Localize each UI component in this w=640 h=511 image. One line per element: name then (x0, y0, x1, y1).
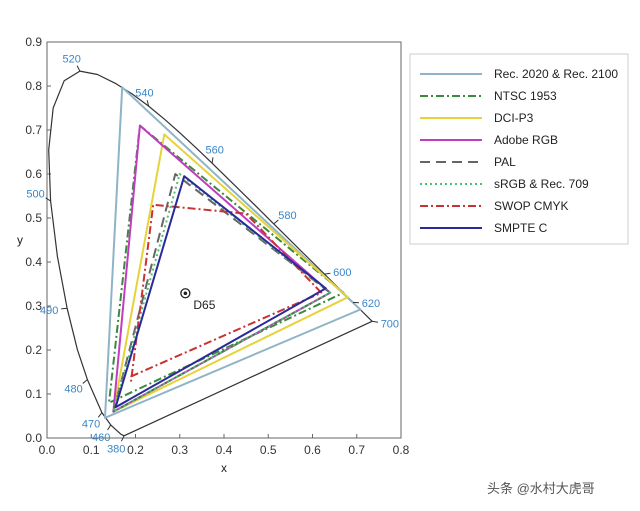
legend-entry: sRGB & Rec. 709 (494, 177, 589, 191)
wavelength-label: 460 (92, 432, 110, 444)
wavelength-tick (45, 197, 51, 202)
series-line-rec-2020-rec-2100 (104, 86, 362, 419)
x-tick-label: 0.0 (39, 443, 56, 457)
white-point-label: D65 (193, 298, 215, 312)
wavelength-tick (120, 435, 125, 442)
wavelength-tick (372, 320, 379, 323)
y-tick-label: 0.3 (25, 299, 42, 313)
x-tick-label: 0.4 (216, 443, 233, 457)
x-axis-label: x (221, 461, 227, 475)
wavelength-label: 700 (381, 318, 399, 330)
wavelength-label: 490 (40, 305, 58, 317)
series-line-pal (112, 173, 332, 413)
legend-entry: PAL (494, 155, 516, 169)
x-tick-label: 0.2 (127, 443, 144, 457)
legend-entry: SMPTE C (494, 221, 548, 235)
wavelength-label: 580 (278, 210, 296, 222)
axes: 0.0 0.1 0.2 0.3 0.4 0.5 0.6 0.7 0.8 0.0 0.1 0.2 0.3 0… (17, 35, 410, 475)
wavelength-label: 500 (26, 188, 44, 200)
wavelength-label: 540 (135, 87, 153, 99)
wavelength-tick (76, 65, 81, 72)
legend-entry: DCI-P3 (494, 111, 534, 125)
white-point: D65 (180, 288, 216, 312)
y-tick-label: 0.0 (25, 431, 42, 445)
wavelength-tick (324, 272, 331, 275)
legend-entry: SWOP CMYK (494, 199, 568, 213)
legend-box (409, 53, 629, 245)
gamut-series (104, 86, 362, 419)
wavelength-tick (211, 157, 214, 164)
y-tick-label: 0.6 (25, 167, 42, 181)
x-tick-label: 0.7 (348, 443, 365, 457)
y-tick-label: 0.7 (25, 123, 42, 137)
series-line-ntsc-1953 (108, 124, 345, 404)
wavelength-tick (82, 379, 88, 384)
series-line-smpte-c (114, 175, 327, 409)
y-tick-label: 0.1 (25, 387, 42, 401)
wavelength-label: 480 (64, 384, 82, 396)
y-tick-label: 0.5 (25, 211, 42, 225)
x-tick-label: 0.6 (304, 443, 321, 457)
y-axis-label: y (17, 233, 23, 247)
legend-entry: NTSC 1953 (494, 89, 557, 103)
series-line-dci-p3 (112, 133, 349, 413)
x-tick-label: 0.8 (393, 443, 410, 457)
wavelength-label: 620 (362, 298, 380, 310)
series-line-swop-cmyk (130, 203, 323, 382)
y-tick-label: 0.8 (25, 79, 42, 93)
wavelength-label: 560 (206, 144, 224, 156)
legend: Rec. 2020 & Rec. 2100 NTSC 1953 DCI-P3 Adob… (409, 53, 629, 245)
white-point-dot (183, 291, 188, 296)
watermark-text: 头条 @水村大虎哥 (487, 481, 595, 496)
wavelength-tick (146, 100, 150, 107)
wavelength-tick (273, 219, 279, 225)
wavelength-label: 380 (107, 443, 125, 455)
y-tick-label: 0.2 (25, 343, 42, 357)
y-tick-label: 0.9 (25, 35, 42, 49)
wavelength-tick (107, 424, 112, 431)
y-tick-label: 0.4 (25, 255, 42, 269)
plot-frame (46, 41, 402, 439)
wavelength-label: 520 (63, 54, 81, 66)
x-tick-label: 0.1 (83, 443, 100, 457)
wavelength-label: 470 (82, 419, 100, 431)
spectral-locus-curve (48, 70, 373, 437)
x-tick-label: 0.5 (260, 443, 277, 457)
legend-entry: Rec. 2020 & Rec. 2100 (494, 67, 618, 81)
wavelength-tick (97, 412, 103, 418)
x-tick-label: 0.3 (171, 443, 188, 457)
wavelength-tick (61, 307, 68, 310)
spectral-locus (48, 70, 373, 437)
legend-entry: Adobe RGB (494, 133, 558, 147)
wavelength-label: 600 (333, 267, 351, 279)
